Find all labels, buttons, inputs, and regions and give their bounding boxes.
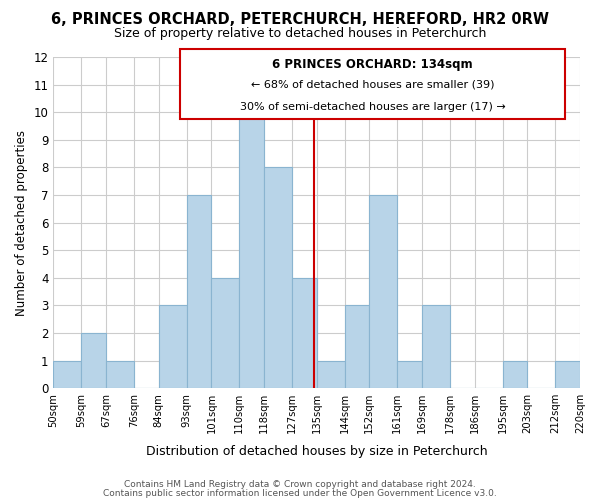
FancyBboxPatch shape xyxy=(181,49,565,119)
Bar xyxy=(239,112,264,388)
Text: 6 PRINCES ORCHARD: 134sqm: 6 PRINCES ORCHARD: 134sqm xyxy=(272,58,473,70)
X-axis label: Distribution of detached houses by size in Peterchurch: Distribution of detached houses by size … xyxy=(146,444,488,458)
Text: 6, PRINCES ORCHARD, PETERCHURCH, HEREFORD, HR2 0RW: 6, PRINCES ORCHARD, PETERCHURCH, HEREFOR… xyxy=(51,12,549,28)
Bar xyxy=(292,278,317,388)
Bar xyxy=(370,195,397,388)
Bar xyxy=(106,360,134,388)
Bar xyxy=(211,278,239,388)
Bar xyxy=(159,306,187,388)
Text: 30% of semi-detached houses are larger (17) →: 30% of semi-detached houses are larger (… xyxy=(239,102,505,112)
Bar xyxy=(555,360,580,388)
Bar xyxy=(344,306,370,388)
Bar xyxy=(53,360,81,388)
Text: ← 68% of detached houses are smaller (39): ← 68% of detached houses are smaller (39… xyxy=(251,80,494,90)
Bar xyxy=(81,333,106,388)
Y-axis label: Number of detached properties: Number of detached properties xyxy=(15,130,28,316)
Text: Contains HM Land Registry data © Crown copyright and database right 2024.: Contains HM Land Registry data © Crown c… xyxy=(124,480,476,489)
Bar xyxy=(264,168,292,388)
Bar xyxy=(317,360,344,388)
Bar xyxy=(397,360,422,388)
Text: Contains public sector information licensed under the Open Government Licence v3: Contains public sector information licen… xyxy=(103,489,497,498)
Text: Size of property relative to detached houses in Peterchurch: Size of property relative to detached ho… xyxy=(114,28,486,40)
Bar xyxy=(422,306,450,388)
Bar xyxy=(187,195,211,388)
Bar xyxy=(503,360,527,388)
